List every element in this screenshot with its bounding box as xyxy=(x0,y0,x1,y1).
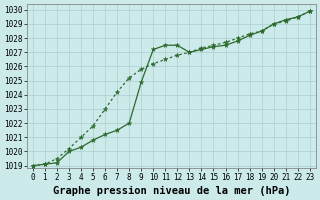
X-axis label: Graphe pression niveau de la mer (hPa): Graphe pression niveau de la mer (hPa) xyxy=(52,186,290,196)
